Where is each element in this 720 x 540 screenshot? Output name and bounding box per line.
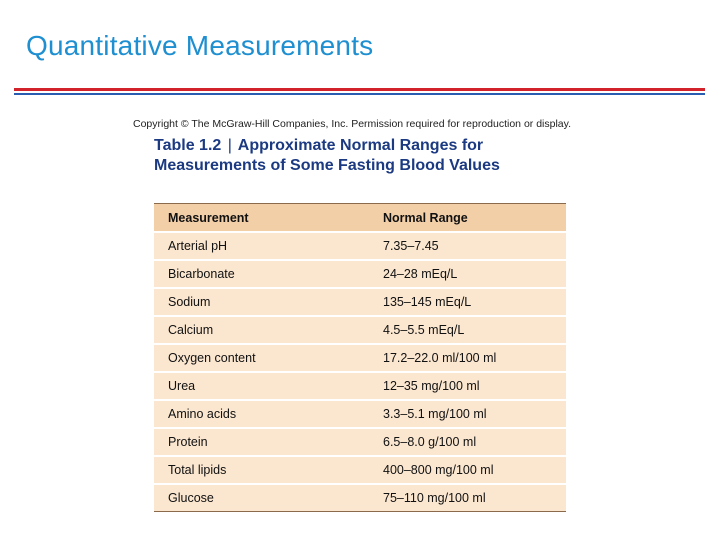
measurement-cell: Amino acids	[154, 401, 369, 427]
measurement-cell: Bicarbonate	[154, 261, 369, 287]
page-title: Quantitative Measurements	[26, 30, 374, 61]
column-header-measurement: Measurement	[154, 203, 369, 231]
blood-values-table: Measurement Normal Range Arterial pH 7.3…	[154, 201, 566, 514]
normal-range-cell: 12–35 mg/100 ml	[369, 373, 566, 399]
measurement-cell: Arterial pH	[154, 233, 369, 259]
column-header-normal-range: Normal Range	[369, 203, 566, 231]
table-row: Total lipids 400–800 mg/100 ml	[154, 457, 566, 483]
normal-range-cell: 17.2–22.0 ml/100 ml	[369, 345, 566, 371]
table-label: Table 1.2	[154, 137, 222, 154]
normal-range-cell: 135–145 mEq/L	[369, 289, 566, 315]
table-row: Bicarbonate 24–28 mEq/L	[154, 261, 566, 287]
measurement-cell: Oxygen content	[154, 345, 369, 371]
data-table-container: Measurement Normal Range Arterial pH 7.3…	[154, 201, 566, 514]
normal-range-cell: 4.5–5.5 mEq/L	[369, 317, 566, 343]
title-divider-red	[14, 88, 705, 91]
normal-range-cell: 75–110 mg/100 ml	[369, 485, 566, 512]
table-row: Calcium 4.5–5.5 mEq/L	[154, 317, 566, 343]
table-row: Oxygen content 17.2–22.0 ml/100 ml	[154, 345, 566, 371]
normal-range-cell: 7.35–7.45	[369, 233, 566, 259]
measurement-cell: Total lipids	[154, 457, 369, 483]
table-row: Sodium 135–145 mEq/L	[154, 289, 566, 315]
table-row: Amino acids 3.3–5.1 mg/100 ml	[154, 401, 566, 427]
measurement-cell: Sodium	[154, 289, 369, 315]
measurement-cell: Protein	[154, 429, 369, 455]
table-header-row: Measurement Normal Range	[154, 203, 566, 231]
title-divider-blue	[14, 93, 705, 95]
measurement-cell: Urea	[154, 373, 369, 399]
table-title: Approximate Normal Ranges for Measuremen…	[154, 137, 500, 174]
caption-separator: |	[227, 137, 232, 154]
table-row: Protein 6.5–8.0 g/100 ml	[154, 429, 566, 455]
table-row: Urea 12–35 mg/100 ml	[154, 373, 566, 399]
table-row: Glucose 75–110 mg/100 ml	[154, 485, 566, 512]
measurement-cell: Glucose	[154, 485, 369, 512]
normal-range-cell: 400–800 mg/100 ml	[369, 457, 566, 483]
table-row: Arterial pH 7.35–7.45	[154, 233, 566, 259]
table-caption: Table 1.2 | Approximate Normal Ranges fo…	[154, 136, 574, 176]
normal-range-cell: 6.5–8.0 g/100 ml	[369, 429, 566, 455]
measurement-cell: Calcium	[154, 317, 369, 343]
normal-range-cell: 24–28 mEq/L	[369, 261, 566, 287]
normal-range-cell: 3.3–5.1 mg/100 ml	[369, 401, 566, 427]
copyright-notice: Copyright © The McGraw-Hill Companies, I…	[133, 118, 572, 130]
